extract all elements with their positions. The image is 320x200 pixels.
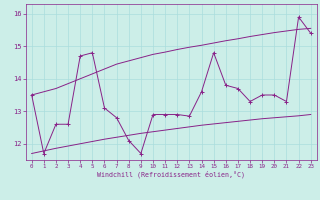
X-axis label: Windchill (Refroidissement éolien,°C): Windchill (Refroidissement éolien,°C) (97, 171, 245, 178)
